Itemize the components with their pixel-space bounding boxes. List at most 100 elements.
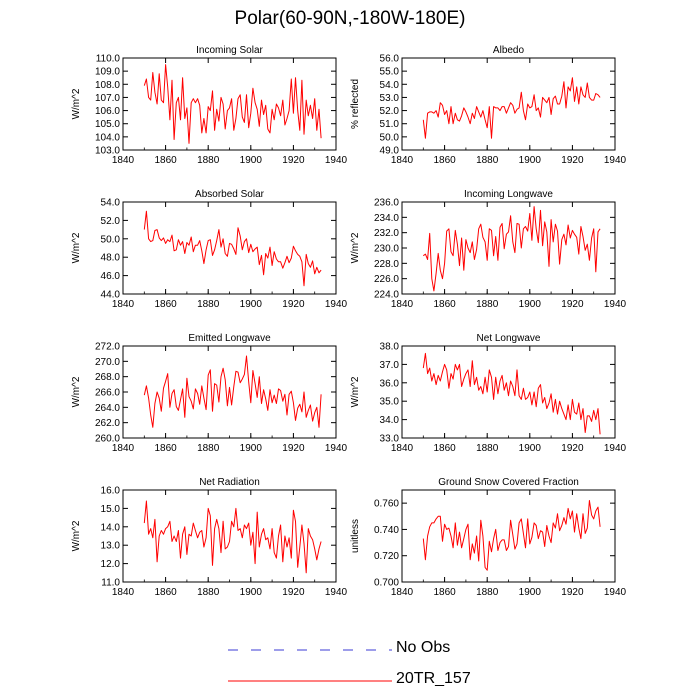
x-tick-label: 1940 [325, 155, 348, 166]
y-tick-label: 107.0 [95, 93, 120, 104]
plot-frame [401, 345, 616, 439]
x-tick-label: 1880 [197, 443, 220, 454]
y-tick-label: 0.740 [374, 525, 399, 536]
plot-frame [122, 345, 337, 439]
x-tick-label: 1920 [561, 299, 584, 310]
y-tick-label: 44.0 [101, 290, 121, 301]
x-tick-label: 1920 [561, 155, 584, 166]
y-tick-label: 266.0 [95, 388, 120, 399]
series-line-20tr-157 [422, 500, 601, 571]
series-line-20tr-157 [143, 64, 322, 144]
x-tick-label: 1880 [197, 299, 220, 310]
y-tick-label: 228.0 [374, 259, 399, 270]
x-tick-label: 1860 [154, 155, 177, 166]
x-tick-label: 1900 [240, 299, 263, 310]
x-tick-label: 1880 [476, 587, 499, 598]
y-axis-label: W/m^2 [71, 88, 82, 119]
panel-title: Emitted Longwave [188, 333, 271, 344]
x-tick-label: 1860 [433, 443, 456, 454]
x-tick-label: 1940 [604, 587, 627, 598]
y-tick-label: 49.0 [380, 146, 400, 157]
panel-emitted-longwave: Emitted Longwave W/m^2 1840 1860 1880 1900 192… [71, 333, 348, 454]
x-tick-label: 1940 [325, 587, 348, 598]
series-line-20tr-157 [143, 355, 322, 428]
y-tick-label: 103.0 [95, 146, 120, 157]
series-line-20tr-157 [422, 77, 601, 139]
y-tick-label: 51.0 [380, 119, 400, 130]
y-tick-label: 55.0 [380, 67, 400, 78]
series-line-20tr-157 [422, 352, 601, 435]
series-line-20tr-157 [143, 210, 322, 287]
y-tick-label: 230.0 [374, 244, 399, 255]
x-tick-label: 1840 [112, 299, 135, 310]
x-tick-label: 1900 [519, 443, 542, 454]
x-tick-label: 1900 [519, 155, 542, 166]
x-tick-label: 1940 [604, 443, 627, 454]
plot-frame [401, 201, 616, 295]
x-tick-label: 1900 [519, 587, 542, 598]
x-tick-label: 1860 [154, 587, 177, 598]
panel-albedo: Albedo % reflected 1840 1860 1880 1900 1920 194… [350, 45, 627, 166]
figure-title: Polar(60-90N,-180W-180E) [234, 8, 466, 29]
panel-absorbed-solar: Absorbed Solar W/m^2 1840 1860 1880 1900 1920 1… [71, 189, 348, 310]
panel-incoming-longwave: Incoming Longwave W/m^2 1840 1860 1880 1900 19… [350, 189, 627, 310]
y-tick-label: 35.0 [380, 397, 400, 408]
y-tick-label: 50.0 [380, 132, 400, 143]
x-tick-label: 1840 [112, 155, 135, 166]
plot-frame [401, 489, 616, 583]
x-tick-label: 1840 [391, 299, 414, 310]
y-tick-label: 33.0 [380, 434, 400, 445]
y-tick-label: 104.0 [95, 132, 120, 143]
x-tick-label: 1920 [282, 443, 305, 454]
x-tick-label: 1900 [519, 299, 542, 310]
legend-label-20tr-157: 20TR_157 [396, 670, 471, 687]
y-tick-label: 46.0 [101, 271, 121, 282]
x-tick-label: 1860 [433, 155, 456, 166]
panel-title: Ground Snow Covered Fraction [438, 477, 579, 488]
y-tick-label: 54.0 [101, 198, 121, 209]
y-axis-label: W/m^2 [350, 376, 361, 407]
x-tick-label: 1920 [561, 443, 584, 454]
y-tick-label: 110.0 [96, 54, 121, 65]
x-tick-label: 1860 [433, 299, 456, 310]
y-tick-label: 36.0 [380, 378, 400, 389]
y-tick-label: 38.0 [380, 342, 400, 353]
y-tick-label: 50.0 [101, 234, 121, 245]
y-tick-label: 224.0 [374, 290, 399, 301]
y-tick-label: 105.0 [95, 119, 120, 130]
y-tick-label: 270.0 [95, 357, 120, 368]
x-tick-label: 1880 [197, 587, 220, 598]
x-tick-label: 1940 [604, 155, 627, 166]
y-tick-label: 12.0 [101, 559, 121, 570]
y-tick-label: 268.0 [95, 372, 120, 383]
y-axis-label: % reflected [350, 79, 361, 129]
panel-incoming-solar: Incoming Solar W/m^2 1840 1860 1880 1900 1920 1… [71, 45, 348, 166]
y-tick-label: 226.0 [374, 274, 399, 285]
y-tick-label: 13.0 [101, 541, 121, 552]
x-tick-label: 1840 [112, 587, 135, 598]
y-tick-label: 106.0 [95, 106, 120, 117]
series-line-20tr-157 [143, 500, 322, 574]
y-tick-label: 236.0 [374, 198, 399, 209]
plot-frame [122, 57, 337, 151]
panel-net-longwave: Net Longwave W/m^2 1840 1860 1880 1900 1920 194… [350, 333, 627, 454]
y-axis-label: unitless [350, 519, 361, 553]
x-tick-label: 1900 [240, 155, 263, 166]
y-tick-label: 272.0 [95, 342, 120, 353]
y-tick-label: 109.0 [95, 67, 120, 78]
x-tick-label: 1880 [476, 443, 499, 454]
y-tick-label: 52.0 [380, 106, 400, 117]
series-line-20tr-157 [422, 206, 601, 292]
x-tick-label: 1880 [476, 155, 499, 166]
y-axis-label: W/m^2 [71, 520, 82, 551]
y-tick-label: 232.0 [374, 228, 399, 239]
panel-title: Net Radiation [199, 477, 260, 488]
x-tick-label: 1900 [240, 587, 263, 598]
plot-frame [401, 57, 616, 151]
y-tick-label: 56.0 [380, 54, 400, 65]
panel-net-radiation: Net Radiation W/m^2 1840 1860 1880 1900 1920 19… [71, 477, 348, 598]
x-tick-label: 1840 [391, 443, 414, 454]
y-tick-label: 53.0 [380, 93, 400, 104]
y-tick-label: 52.0 [101, 216, 121, 227]
